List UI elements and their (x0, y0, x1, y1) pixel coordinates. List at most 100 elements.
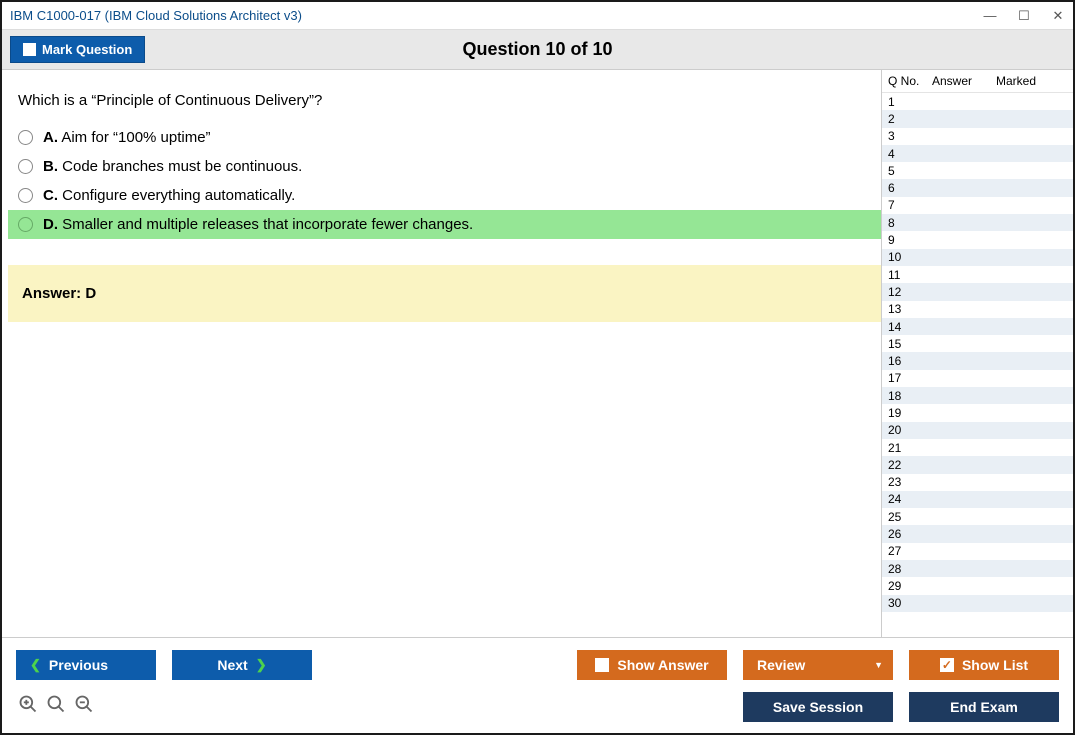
option-d[interactable]: D. Smaller and multiple releases that in… (8, 210, 881, 239)
option-a[interactable]: A. Aim for “100% uptime” (8, 123, 881, 152)
zoom-in-icon[interactable] (46, 694, 66, 720)
minimize-icon[interactable]: — (983, 8, 997, 23)
list-row[interactable]: 29 (882, 577, 1073, 594)
app-window: IBM C1000-017 (IBM Cloud Solutions Archi… (0, 0, 1075, 735)
option-text: B. Code branches must be continuous. (43, 158, 302, 175)
list-row[interactable]: 19 (882, 404, 1073, 421)
list-row[interactable]: 13 (882, 301, 1073, 318)
question-pane: Which is a “Principle of Continuous Deli… (2, 70, 881, 637)
list-row[interactable]: 9 (882, 231, 1073, 248)
list-row[interactable]: 25 (882, 508, 1073, 525)
list-qno: 8 (888, 216, 932, 230)
show-answer-label: Show Answer (617, 657, 708, 673)
list-row[interactable]: 8 (882, 214, 1073, 231)
next-button[interactable]: Next ❯ (172, 650, 312, 680)
review-label: Review (757, 657, 805, 673)
chevron-right-icon: ❯ (256, 657, 267, 673)
checkbox-checked-icon: ✓ (940, 658, 954, 672)
list-row[interactable]: 17 (882, 370, 1073, 387)
option-c[interactable]: C. Configure everything automatically. (8, 181, 881, 210)
list-row[interactable]: 14 (882, 318, 1073, 335)
list-row[interactable]: 1 (882, 93, 1073, 110)
review-button[interactable]: Review ▼ (743, 650, 893, 680)
list-row[interactable]: 2 (882, 110, 1073, 127)
previous-button[interactable]: ❮ Previous (16, 650, 156, 680)
checkbox-icon (595, 658, 609, 672)
list-qno: 3 (888, 129, 932, 143)
header-qno: Q No. (888, 74, 932, 88)
list-qno: 30 (888, 596, 932, 610)
end-exam-label: End Exam (950, 699, 1018, 715)
list-qno: 19 (888, 406, 932, 420)
zoom-reset-icon[interactable] (18, 694, 38, 720)
list-row[interactable]: 15 (882, 335, 1073, 352)
maximize-icon[interactable]: ☐ (1017, 8, 1031, 24)
show-answer-button[interactable]: Show Answer (577, 650, 727, 680)
option-text: C. Configure everything automatically. (43, 187, 295, 204)
list-qno: 24 (888, 492, 932, 506)
list-qno: 7 (888, 198, 932, 212)
mark-question-button[interactable]: Mark Question (10, 36, 145, 63)
list-row[interactable]: 10 (882, 249, 1073, 266)
radio-icon (18, 130, 33, 145)
checkbox-icon (23, 43, 36, 56)
list-row[interactable]: 28 (882, 560, 1073, 577)
list-row[interactable]: 6 (882, 179, 1073, 196)
list-qno: 20 (888, 423, 932, 437)
question-counter: Question 10 of 10 (2, 39, 1073, 60)
button-row-2: Save Session End Exam (16, 692, 1059, 722)
list-qno: 16 (888, 354, 932, 368)
save-session-button[interactable]: Save Session (743, 692, 893, 722)
list-qno: 1 (888, 95, 932, 109)
end-exam-button[interactable]: End Exam (909, 692, 1059, 722)
window-controls: — ☐ ✕ (983, 8, 1065, 24)
bottom-bar: ❮ Previous Next ❯ Show Answer Review ▼ ✓… (2, 637, 1073, 733)
show-list-button[interactable]: ✓ Show List (909, 650, 1059, 680)
save-session-label: Save Session (773, 699, 863, 715)
zoom-out-icon[interactable] (74, 694, 94, 720)
list-qno: 26 (888, 527, 932, 541)
zoom-controls (16, 694, 94, 720)
titlebar: IBM C1000-017 (IBM Cloud Solutions Archi… (2, 2, 1073, 30)
list-row[interactable]: 3 (882, 128, 1073, 145)
list-qno: 28 (888, 562, 932, 576)
window-title: IBM C1000-017 (IBM Cloud Solutions Archi… (10, 8, 302, 23)
list-qno: 14 (888, 320, 932, 334)
list-row[interactable]: 26 (882, 525, 1073, 542)
list-body[interactable]: 1234567891011121314151617181920212223242… (882, 93, 1073, 637)
list-row[interactable]: 21 (882, 439, 1073, 456)
mark-question-label: Mark Question (42, 42, 132, 57)
list-row[interactable]: 20 (882, 422, 1073, 439)
list-header: Q No. Answer Marked (882, 70, 1073, 93)
radio-icon (18, 188, 33, 203)
list-qno: 22 (888, 458, 932, 472)
list-row[interactable]: 27 (882, 543, 1073, 560)
list-qno: 13 (888, 302, 932, 316)
list-row[interactable]: 23 (882, 474, 1073, 491)
list-row[interactable]: 16 (882, 352, 1073, 369)
list-row[interactable]: 22 (882, 456, 1073, 473)
next-label: Next (217, 657, 247, 673)
radio-icon (18, 217, 33, 232)
list-qno: 11 (888, 268, 932, 282)
header-marked: Marked (996, 74, 1067, 88)
option-b[interactable]: B. Code branches must be continuous. (8, 152, 881, 181)
list-row[interactable]: 30 (882, 595, 1073, 612)
list-qno: 9 (888, 233, 932, 247)
question-text: Which is a “Principle of Continuous Deli… (8, 84, 881, 123)
list-row[interactable]: 18 (882, 387, 1073, 404)
list-qno: 5 (888, 164, 932, 178)
header-answer: Answer (932, 74, 996, 88)
list-row[interactable]: 24 (882, 491, 1073, 508)
question-list-pane: Q No. Answer Marked 12345678910111213141… (881, 70, 1073, 637)
list-row[interactable]: 4 (882, 145, 1073, 162)
list-qno: 21 (888, 441, 932, 455)
list-row[interactable]: 11 (882, 266, 1073, 283)
list-row[interactable]: 12 (882, 283, 1073, 300)
close-icon[interactable]: ✕ (1051, 8, 1065, 24)
list-qno: 25 (888, 510, 932, 524)
list-row[interactable]: 5 (882, 162, 1073, 179)
list-row[interactable]: 7 (882, 197, 1073, 214)
show-list-label: Show List (962, 657, 1028, 673)
option-text: D. Smaller and multiple releases that in… (43, 216, 473, 233)
